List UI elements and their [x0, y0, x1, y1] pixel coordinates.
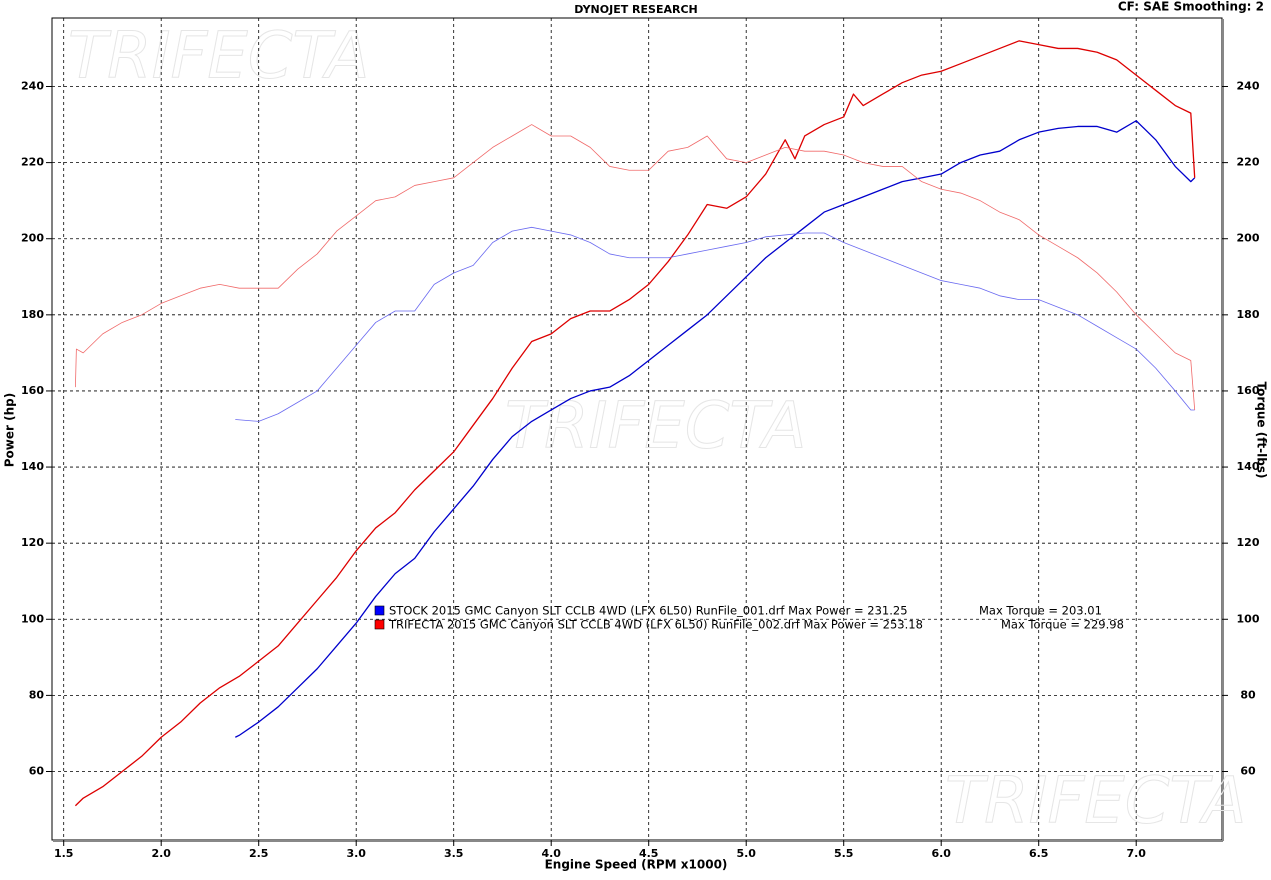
series-line	[74, 40, 1196, 807]
y2-tick-label: 200	[1237, 232, 1260, 245]
y-tick-label: 220	[21, 156, 44, 169]
y-tick-label: 180	[21, 308, 44, 321]
x-tick-label: 3.0	[346, 847, 366, 860]
x-tick-label: 5.0	[736, 847, 756, 860]
watermark: TRIFECTA	[505, 390, 806, 464]
chart-subtitle: CF: SAE Smoothing: 2	[1118, 0, 1264, 14]
y-tick-label: 80	[29, 688, 45, 701]
y2-tick-label: 220	[1237, 156, 1260, 169]
plot-frame	[51, 17, 1223, 841]
legend-label: TRIFECTA 2015 GMC Canyon SLT CCLB 4WD (L…	[388, 618, 923, 632]
y2-tick-label: 240	[1237, 80, 1260, 93]
y-tick-label: 160	[21, 384, 44, 397]
y2-tick-label: 60	[1240, 765, 1256, 778]
x-tick-label: 2.0	[151, 847, 171, 860]
legend-max-torque: Max Torque = 203.01	[979, 604, 1102, 618]
y-tick-label: 200	[21, 232, 44, 245]
y2-tick-label: 140	[1237, 460, 1260, 473]
x-tick-label: 4.5	[639, 847, 659, 860]
y-tick-label: 60	[29, 765, 45, 778]
legend-swatch	[374, 605, 385, 616]
x-tick-label: 6.0	[931, 847, 951, 860]
x-tick-label: 2.5	[249, 847, 269, 860]
x-tick-label: 1.5	[54, 847, 74, 860]
watermark: TRIFECTA	[68, 20, 369, 94]
x-tick-label: 5.5	[834, 847, 854, 860]
y2-tick-label: 100	[1237, 612, 1260, 625]
watermark: TRIFECTA	[945, 765, 1246, 839]
legend-max-torque: Max Torque = 229.98	[1001, 618, 1124, 632]
x-tick-label: 6.5	[1029, 847, 1049, 860]
series-line	[235, 226, 1195, 422]
y2-tick-label: 80	[1240, 688, 1256, 701]
y-axis-label: Power (hp)	[3, 393, 17, 467]
y2-tick-label: 160	[1237, 384, 1260, 397]
legend-swatch	[374, 619, 385, 630]
y2-tick-label: 120	[1237, 536, 1260, 549]
y-tick-label: 240	[21, 80, 44, 93]
series-line	[235, 120, 1196, 738]
y2-axis-label: Torque (ft-lbs)	[1255, 382, 1269, 479]
chart-title: DYNOJET RESEARCH	[574, 3, 697, 16]
x-tick-label: 4.0	[541, 847, 561, 860]
series-line	[75, 124, 1196, 411]
x-tick-label: 3.5	[444, 847, 464, 860]
y-tick-label: 100	[21, 612, 44, 625]
x-tick-label: 7.0	[1126, 847, 1146, 860]
legend-label: STOCK 2015 GMC Canyon SLT CCLB 4WD (LFX …	[389, 604, 908, 618]
y-tick-label: 120	[21, 536, 44, 549]
y2-tick-label: 180	[1237, 308, 1260, 321]
y-tick-label: 140	[21, 460, 44, 473]
x-axis-label: Engine Speed (RPM x1000)	[545, 858, 728, 872]
